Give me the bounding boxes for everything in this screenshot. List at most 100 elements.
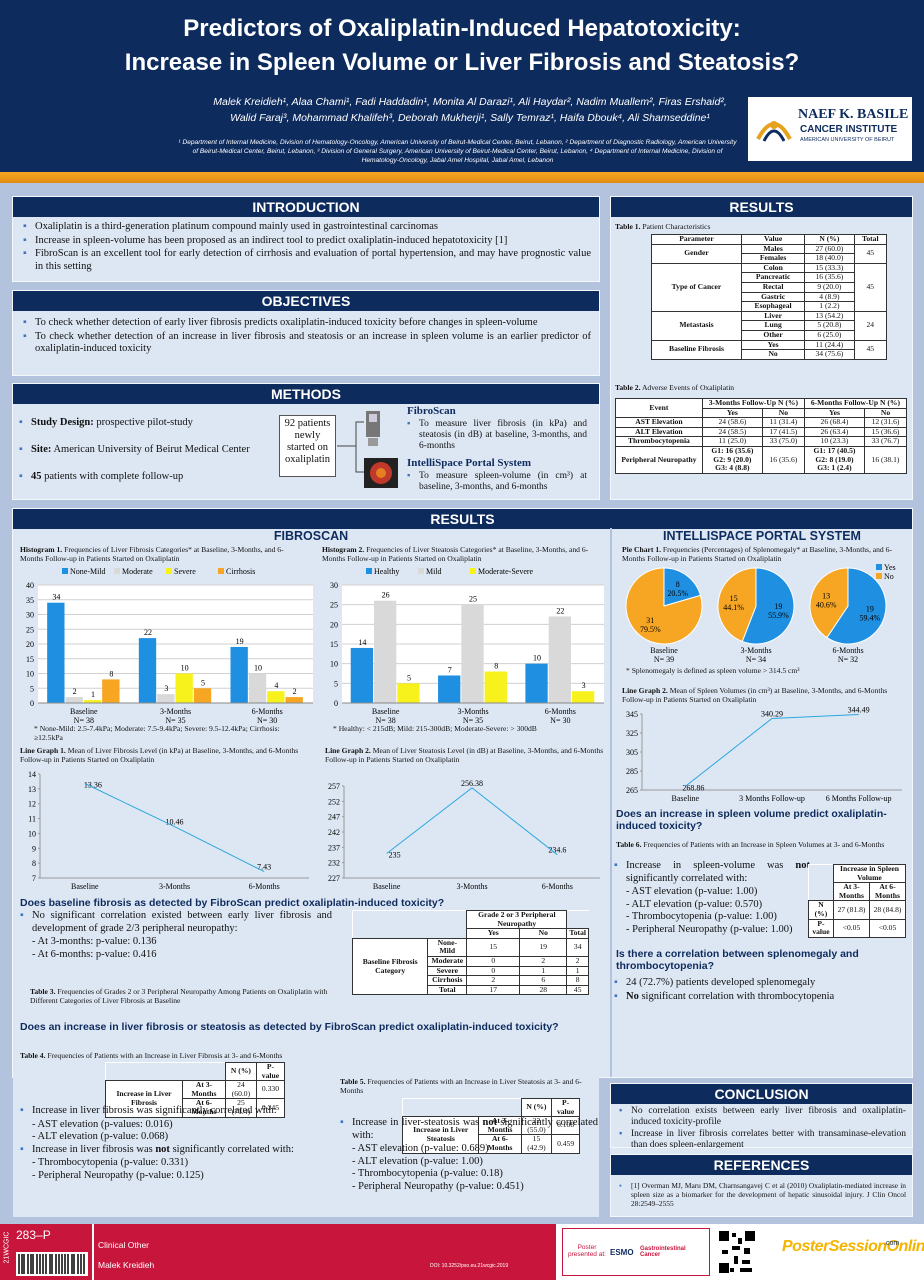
table-cell — [352, 928, 467, 939]
data-label: 20.5% — [667, 589, 688, 598]
table-cell: Grade 2 or 3 Peripheral Neuropathy — [466, 909, 568, 930]
caption-label: Table 2. — [615, 383, 641, 392]
category-label: N= 39 — [654, 655, 674, 664]
table-caption: Table 5. Frequencies of Patients with an… — [340, 1077, 590, 1095]
table-cell: 0 — [466, 955, 521, 967]
bar — [138, 638, 157, 703]
detail-line: - AST elevation (p-value: 0.689) — [352, 1143, 489, 1154]
y-tick-label: 25 — [26, 625, 34, 634]
table-cell: G1: 17 (40.5) G2: 8 (19.0) G3: 1 (2.4) — [803, 445, 865, 474]
chart-caption: Histogram 1. Frequencies of Liver Fibros… — [20, 545, 305, 563]
table-cell: <0.05 — [868, 918, 907, 938]
poster-number: 283–P — [16, 1228, 51, 1242]
chart-caption: Line Graph 2. Mean of Liver Steatosis Le… — [325, 746, 607, 764]
chart: 0 5 10 15 20 25 30 Healthy Mild Moderate-Severe 14… — [330, 567, 604, 725]
chart: 265 285 305 325 345 Baseline 268.86 3 Months Fo… — [626, 706, 902, 803]
bullet: 24 (72.7%) patients developed splenomega… — [612, 977, 907, 990]
bullet-list: Increase in spleen-volume was not signif… — [612, 860, 810, 936]
detail-line: - Peripheral Neuropathy (p-value: 1.00) — [626, 923, 793, 935]
y-tick-label: 15 — [330, 640, 338, 649]
section-heading: RESULTS — [611, 197, 912, 217]
data-label: 13.36 — [84, 781, 102, 790]
table-cell: 2 — [466, 975, 521, 986]
x-tick-label: N= 38 — [74, 716, 94, 725]
legend-label: Mild — [426, 567, 442, 576]
barcode — [16, 1252, 88, 1276]
table-caption: Table 6. Frequencies of Patients with an… — [616, 840, 906, 849]
table: Increase in Spleen Volume At 3-Months At 6… — [808, 863, 907, 938]
table-cell: Thrombocytopenia — [615, 436, 703, 447]
bullet-list: To measure spleen-volume (in cm³) at bas… — [405, 471, 587, 494]
table-cell: No — [519, 928, 568, 939]
text: American University of Beirut Medical Ce… — [51, 444, 250, 455]
table-row: Thrombocytopenia 11 (25.0) 33 (75.0) 10 (23… — [615, 436, 908, 447]
logo-name: NAEF K. BASILE — [798, 107, 909, 122]
line — [386, 787, 558, 856]
cell-line: G2: 9 (20.0) — [713, 454, 752, 464]
table: Grade 2 or 3 Peripheral Neuropathy Yes No T… — [351, 909, 589, 996]
caption-label: Line Graph 1. — [20, 746, 66, 755]
table-row: Event 3-Months Follow-Up N (%) 6-Months Fo… — [615, 397, 908, 419]
subsection-heading: FIBROSCAN — [273, 529, 349, 543]
y-tick-label: 30 — [26, 611, 34, 620]
presenter: Malek Kreidieh — [98, 1260, 155, 1270]
bar — [102, 679, 120, 703]
y-tick-label: 257 — [328, 782, 340, 791]
x-tick-label: N= 30 — [550, 716, 570, 725]
data-label: 3 — [164, 684, 168, 693]
data-label: 40.6% — [816, 600, 837, 609]
data-label: 13 — [822, 591, 830, 600]
y-tick-label: 20 — [26, 640, 34, 649]
table-cell: Baseline Fibrosis — [651, 339, 742, 360]
chart: 7 8 9 10 11 12 13 14 Baseline 13.36 3-Months 10.46 6… — [28, 770, 309, 891]
category-label: 6-Months — [832, 646, 863, 655]
x-tick-label: Baseline — [373, 882, 401, 891]
pie-slice — [717, 567, 757, 643]
bullet: To measure liver fibrosis (in kPa) and s… — [405, 419, 587, 452]
chart-caption: Histogram 2. Frequencies of Liver Steato… — [322, 545, 604, 563]
legend-label: Severe — [174, 567, 196, 576]
table-cell: 26 (68.4) — [803, 417, 865, 428]
table-row: AST Elevation 24 (58.6) 11 (31.4) 26 (68.4)… — [615, 417, 908, 428]
footnote: * Healthy: < 215dB; Mild: 215-300dB; Mod… — [333, 724, 537, 733]
table-cell: Total — [853, 234, 888, 245]
category-label: 3-Months — [740, 646, 771, 655]
title-line: Increase in Spleen Volume or Liver Fibro… — [124, 49, 800, 76]
table-cell: 16 (35.6) — [761, 445, 805, 474]
table-cell: Value — [740, 234, 806, 245]
table-cell: 45 — [566, 984, 589, 996]
bullet-list: Study Design: prospective pilot-studySit… — [17, 410, 279, 491]
chart-caption: Line Graph 1. Mean of Liver Fibrosis Lev… — [20, 746, 305, 764]
table-row: Increase in Liver Fibrosis At 3-Months 24 … — [105, 1080, 286, 1118]
introduction: INTRODUCTION Oxaliplatin is a third-gene… — [12, 196, 600, 282]
table-row: Increase in Spleen Volume — [808, 863, 907, 884]
table-cell: 6 (25.0) — [804, 329, 855, 341]
x-tick-label: 3-Months — [160, 707, 191, 716]
table-row: No 34 (75.6) — [652, 349, 887, 360]
footnote: * None-Mild: 2.5-7.4kPa; Moderate: 7.5-9… — [34, 724, 280, 742]
detail-line: - ALT elevation (p-value: 1.00) — [352, 1155, 483, 1167]
data-label: 10.46 — [166, 818, 184, 827]
table-cell: Total — [566, 928, 589, 939]
y-tick-label: 265 — [626, 786, 638, 795]
bullet: Increase in liver fibrosis was significa… — [18, 1105, 318, 1118]
bullet: Study Design: prospective pilot-study — [17, 410, 279, 436]
caption-label: Pie Chart 1. — [622, 545, 662, 554]
bar — [548, 616, 571, 703]
table-row: Total 17 28 45 — [353, 984, 589, 996]
data-label: 5 — [407, 673, 411, 682]
question: Does baseline fibrosis as detected by Fi… — [20, 897, 445, 909]
y-tick-label: 247 — [328, 813, 340, 822]
title: Predictors of Oxaliplatin-Induced Hepato… — [0, 12, 924, 80]
table-row: Baseline Fibrosis Yes 11 (24.4) 45 — [651, 339, 888, 360]
y-tick-label: 7 — [32, 874, 36, 883]
y-tick-label: 305 — [626, 748, 638, 757]
legend-swatch — [62, 568, 68, 574]
y-tick-label: 232 — [328, 859, 340, 868]
section-heading: REFERENCES — [611, 1155, 912, 1175]
y-tick-label: 15 — [26, 655, 34, 664]
y-tick-label: 13 — [28, 785, 36, 794]
table-cell: At 6-Months — [868, 882, 907, 902]
table-row: Type of Cancer Colon 15 (33.3) 45 — [651, 262, 888, 312]
